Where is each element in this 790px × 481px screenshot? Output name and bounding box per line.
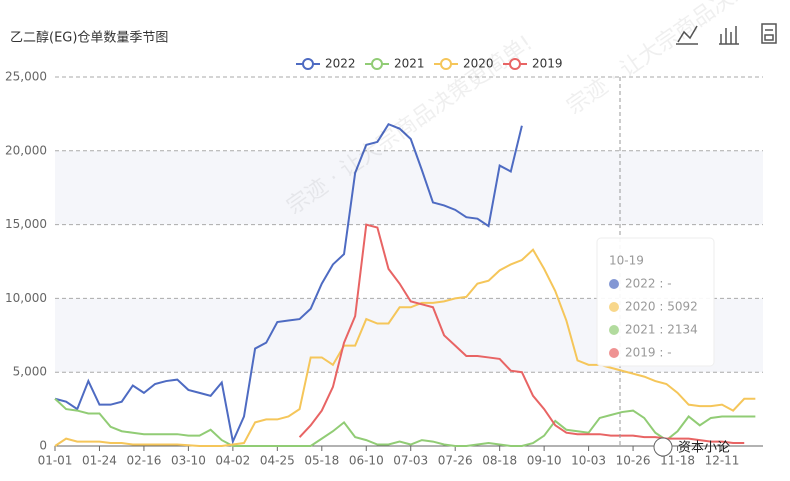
series-line (298, 223, 745, 445)
legend-marker (371, 58, 383, 70)
source: 资本小论 (678, 441, 730, 456)
y-tick-label: 0 (39, 439, 47, 453)
x-tick-label: 05-18 (304, 454, 339, 468)
tooltip: 10-19 2022 : - 2020 : 5092 2021 : 2134 2019… (596, 237, 715, 367)
x-tick-label: 06-10 (349, 454, 384, 468)
legend-label: 2020 (463, 57, 494, 71)
x-tick-label: 10-26 (616, 454, 651, 468)
line-icon[interactable] (677, 25, 698, 43)
x-tick-label: 01-24 (82, 454, 117, 468)
x-tick-label: 04-02 (215, 454, 250, 468)
bar-icon[interactable] (719, 26, 739, 45)
series-line (54, 248, 756, 447)
x-tick-label: 12-11 (705, 454, 740, 468)
y-tick-label: 25,000 (5, 70, 47, 84)
legend-label: 2022 (325, 57, 356, 71)
x-tick-label: 07-03 (393, 454, 428, 468)
x-tick-label: 10-03 (571, 454, 606, 468)
tooltip-dot (609, 279, 619, 289)
legend: 2022 2021 2020 2019 (296, 57, 563, 71)
tooltip-item: 2021 : 2134 (625, 323, 698, 337)
tooltip-item: 2019 : - (625, 346, 672, 360)
x-tick-label: 02-16 (126, 454, 161, 468)
tooltip-dot (609, 302, 619, 312)
x-tick-label: 07-26 (438, 454, 473, 468)
tooltip-dot (609, 348, 619, 358)
x-tick-label: 11-18 (660, 454, 695, 468)
legend-label: 2021 (394, 57, 425, 71)
chart-title: 乙二醇(EG)仓单数量季节图 (10, 30, 168, 46)
legend-marker (509, 58, 521, 70)
x-tick-label: 08-18 (482, 454, 517, 468)
source-icon (653, 437, 673, 457)
x-tick-label: 09-10 (527, 454, 562, 468)
save-icon[interactable] (761, 23, 777, 44)
x-tick-label: 04-25 (260, 454, 295, 468)
series-line (54, 398, 756, 447)
x-tick-label: 03-10 (171, 454, 206, 468)
grid-band (55, 150, 763, 225)
legend-marker (440, 58, 452, 70)
y-tick-label: 5,000 (13, 365, 47, 379)
legend-label: 2019 (532, 57, 563, 71)
toolbar[interactable] (676, 23, 777, 45)
y-tick-label: 10,000 (5, 291, 47, 305)
tooltip-title: 10-19 (609, 254, 644, 268)
y-tick-label: 20,000 (5, 143, 47, 157)
x-tick-label: 01-01 (38, 454, 73, 468)
y-tick-label: 15,000 (5, 217, 47, 231)
tooltip-dot (609, 325, 619, 335)
tooltip-item: 2022 : - (625, 277, 672, 291)
tooltip-box (596, 237, 715, 367)
source-badge: 资本小论 (653, 437, 730, 457)
series-line (54, 122, 523, 445)
save-icon-detail[interactable] (764, 29, 774, 41)
legend-marker (302, 58, 314, 70)
tooltip-item: 2020 : 5092 (625, 300, 698, 314)
